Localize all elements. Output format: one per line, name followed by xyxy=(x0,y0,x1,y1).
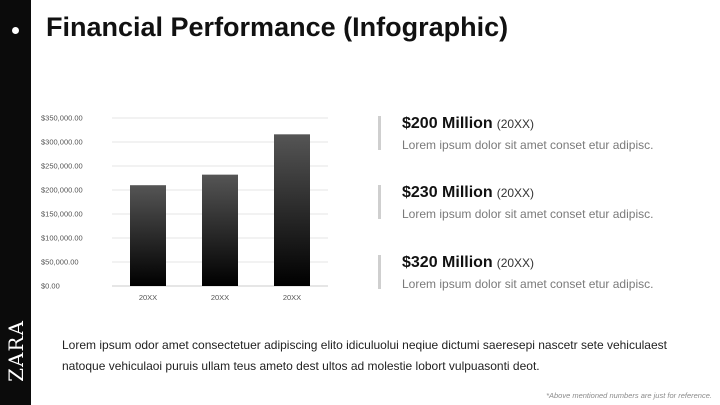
stat-amount: $230 Million xyxy=(402,184,493,201)
stat-description: Lorem ipsum dolor sit amet conset etur a… xyxy=(402,277,654,291)
x-tick-label: 20XX xyxy=(139,293,157,302)
stat-divider xyxy=(378,116,381,150)
bullet-dot-icon xyxy=(12,27,19,34)
y-tick-label: $350,000.00 xyxy=(41,114,83,123)
stat-amount: $320 Million xyxy=(402,254,493,271)
bar xyxy=(130,185,166,286)
stat-item: $320 Million (20XX) Lorem ipsum dolor sit… xyxy=(378,252,708,292)
brand-logo: ZARA xyxy=(3,318,29,384)
revenue-bar-chart: $0.00 $50,000.00 $100,000.00 $150,000.00 $20… xyxy=(40,105,340,310)
chart-svg: $0.00 $50,000.00 $100,000.00 $150,000.00 $20… xyxy=(41,114,328,302)
stat-year: (20XX) xyxy=(496,186,535,200)
stat-year: (20XX) xyxy=(496,117,535,131)
stat-year: (20XX) xyxy=(496,256,535,270)
stat-amount: $200 Million xyxy=(402,115,493,132)
stat-divider xyxy=(378,255,381,289)
x-tick-label: 20XX xyxy=(211,293,229,302)
stat-description: Lorem ipsum dolor sit amet conset etur a… xyxy=(402,207,654,221)
sidebar: ZARA xyxy=(0,0,31,405)
stat-divider xyxy=(378,185,381,219)
y-tick-label: $250,000.00 xyxy=(41,162,83,171)
y-tick-label: $100,000.00 xyxy=(41,234,83,243)
y-tick-label: $150,000.00 xyxy=(41,210,83,219)
y-tick-label: $200,000.00 xyxy=(41,186,83,195)
brand-logo-text: ZARA xyxy=(4,320,28,382)
stat-item: $200 Million (20XX) Lorem ipsum dolor sit… xyxy=(378,113,708,153)
footnote: *Above mentioned numbers are just for re… xyxy=(546,391,712,400)
y-tick-label: $300,000.00 xyxy=(41,138,83,147)
bar xyxy=(202,174,238,286)
stat-description: Lorem ipsum dolor sit amet conset etur a… xyxy=(402,138,654,152)
y-tick-label: $0.00 xyxy=(41,282,60,291)
page-title: Financial Performance (Infographic) xyxy=(46,12,509,42)
x-tick-label: 20XX xyxy=(283,293,301,302)
stat-item: $230 Million (20XX) Lorem ipsum dolor sit… xyxy=(378,182,708,222)
bar xyxy=(274,134,310,286)
y-tick-label: $50,000.00 xyxy=(41,258,79,267)
summary-paragraph: Lorem ipsum odor amet consectetuer adipi… xyxy=(62,338,667,373)
